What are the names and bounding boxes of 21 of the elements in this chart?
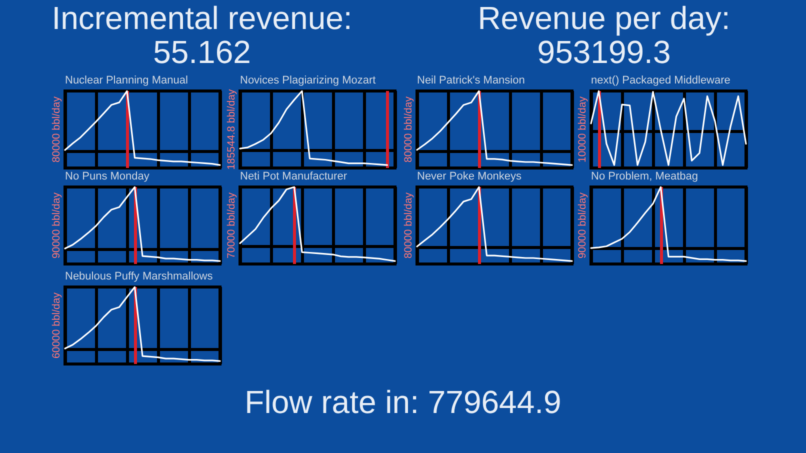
chart-title: Never Poke Monkeys <box>417 170 522 182</box>
y-axis-title: 185544.8 bbl/day <box>226 88 238 170</box>
chart-title: No Problem, Meatbag <box>591 170 698 182</box>
y-axis-title: 70000 bbl/day <box>226 192 238 258</box>
y-axis-title: 90000 bbl/day <box>576 192 588 258</box>
chart-title: Neil Patrick's Mansion <box>417 74 525 86</box>
y-axis-title: 90000 bbl/day <box>50 192 62 258</box>
text: Flow rate in: 779644.9 <box>244 384 562 420</box>
y-axis-title: 80000 bbl/day <box>50 96 62 162</box>
chart-title: next() Packaged Middleware <box>591 74 730 86</box>
y-axis-title: 80000 bbl/day <box>402 192 414 258</box>
y-axis-title: 80000 bbl/day <box>402 96 414 162</box>
chart-title: Nuclear Planning Manual <box>65 74 188 86</box>
text: Revenue per day: 953199.3 <box>476 0 732 70</box>
chart-title: Nebulous Puffy Marshmallows <box>65 270 214 282</box>
y-axis-title: 10000 bbl/day <box>576 96 588 162</box>
y-axis-title: 60000 bbl/day <box>50 292 62 358</box>
chart-title: Novices Plagiarizing Mozart <box>240 74 376 86</box>
text: Incremental revenue: 55.162 <box>50 0 354 70</box>
chart-title: No Puns Monday <box>65 170 150 182</box>
chart-title: Neti Pot Manufacturer <box>240 170 348 182</box>
